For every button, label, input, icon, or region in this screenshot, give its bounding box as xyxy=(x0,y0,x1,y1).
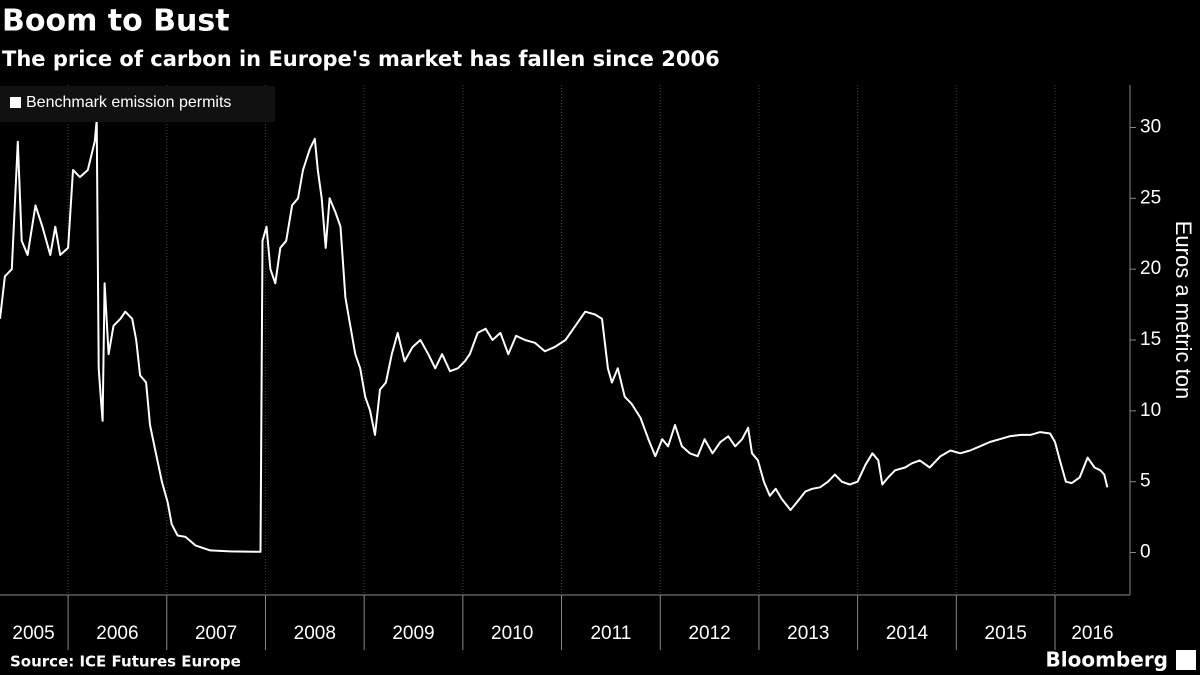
y-tick-label: 20 xyxy=(1140,258,1161,279)
legend-box xyxy=(0,86,275,122)
x-tick-label: 2011 xyxy=(590,623,631,644)
y-tick-label: 15 xyxy=(1140,329,1161,350)
x-tick-label: 2015 xyxy=(985,623,1027,644)
legend-swatch xyxy=(10,97,21,108)
x-tick-label: 2010 xyxy=(491,623,533,644)
y-tick-label: 0 xyxy=(1140,542,1151,563)
source: Source: ICE Futures Europe xyxy=(10,653,241,671)
y-tick-label: 25 xyxy=(1140,187,1161,208)
x-tick-label: 2014 xyxy=(886,623,929,644)
y-tick-label: 5 xyxy=(1140,471,1151,492)
y-tick-label: 30 xyxy=(1140,117,1161,138)
y-axis-label: Euros a metric ton xyxy=(1171,221,1196,400)
brand: Bloomberg xyxy=(1046,648,1168,672)
x-tick-label: 2007 xyxy=(195,623,237,644)
x-tick-label: 2006 xyxy=(96,623,138,644)
brand-icon xyxy=(1176,650,1196,670)
x-tick-label: 2009 xyxy=(392,623,434,644)
y-tick-label: 10 xyxy=(1140,400,1161,421)
chart-subtitle: The price of carbon in Europe's market h… xyxy=(2,47,720,71)
legend-label: Benchmark emission permits xyxy=(26,94,231,111)
x-tick-label: 2012 xyxy=(688,623,730,644)
chart-title: Boom to Bust xyxy=(2,4,230,39)
data-line xyxy=(0,119,1109,553)
x-tick-label: 2013 xyxy=(787,623,829,644)
x-tick-label: 2005 xyxy=(12,623,54,644)
x-tick-label: 2008 xyxy=(294,623,336,644)
x-tick-label: 2016 xyxy=(1071,623,1113,644)
